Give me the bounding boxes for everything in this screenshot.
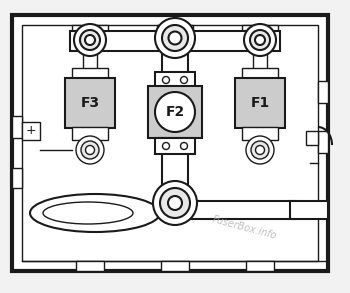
Bar (12, 116, 22, 138)
Bar (12, 15, 328, 271)
Circle shape (244, 24, 276, 56)
Bar (242, 127, 278, 140)
Circle shape (160, 188, 190, 218)
Bar (235, 78, 285, 128)
Bar (242, 68, 278, 80)
Circle shape (153, 181, 197, 225)
Circle shape (181, 142, 188, 149)
Bar (155, 72, 195, 88)
Circle shape (256, 146, 265, 154)
Bar (318, 81, 328, 103)
Bar (83, 48, 97, 78)
Circle shape (80, 30, 100, 50)
Bar (155, 138, 195, 154)
Bar (162, 43, 188, 88)
Circle shape (251, 141, 269, 159)
Bar (22, 25, 318, 261)
Circle shape (250, 30, 270, 50)
Bar (72, 127, 108, 140)
Bar (242, 25, 278, 35)
Bar (175, 201, 295, 219)
Circle shape (162, 76, 169, 84)
Circle shape (85, 35, 95, 45)
Bar (12, 168, 22, 188)
Ellipse shape (30, 194, 160, 232)
Bar (70, 31, 280, 51)
Bar (290, 201, 328, 219)
Bar (65, 78, 115, 128)
Bar (246, 261, 274, 271)
Bar (72, 68, 108, 80)
Bar (148, 86, 202, 138)
Text: +: + (26, 125, 36, 137)
Circle shape (74, 24, 106, 56)
Bar (22, 122, 40, 140)
Circle shape (255, 35, 265, 45)
Circle shape (85, 146, 94, 154)
Circle shape (162, 142, 169, 149)
Text: FuserBox.info: FuserBox.info (212, 214, 278, 241)
Bar (306, 131, 318, 145)
Circle shape (168, 196, 182, 210)
Text: F1: F1 (250, 96, 270, 110)
Circle shape (81, 141, 99, 159)
Circle shape (76, 136, 104, 164)
Bar (318, 131, 328, 153)
Bar (157, 25, 193, 35)
Bar (253, 48, 267, 78)
Circle shape (168, 32, 182, 45)
Bar (161, 261, 189, 271)
Circle shape (155, 92, 195, 132)
Circle shape (162, 25, 188, 51)
Bar (72, 25, 108, 35)
Circle shape (155, 18, 195, 58)
Circle shape (246, 136, 274, 164)
Text: F3: F3 (80, 96, 99, 110)
Bar (76, 261, 104, 271)
Circle shape (181, 76, 188, 84)
Bar (162, 153, 188, 198)
Text: F2: F2 (165, 105, 185, 119)
